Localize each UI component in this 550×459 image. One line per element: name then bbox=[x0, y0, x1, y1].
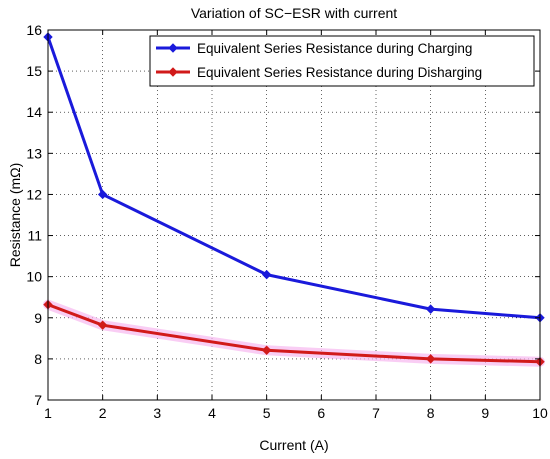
y-tick-label: 12 bbox=[26, 186, 42, 202]
legend-box bbox=[149, 35, 535, 87]
x-tick-label: 2 bbox=[99, 405, 107, 421]
data-point-charging bbox=[425, 304, 436, 314]
x-tick-label: 6 bbox=[317, 405, 325, 421]
x-tick-label: 4 bbox=[208, 405, 216, 421]
y-tick-label: 15 bbox=[26, 63, 42, 79]
data-point-discharging bbox=[261, 345, 272, 355]
x-tick-label: 7 bbox=[372, 405, 380, 421]
y-tick-label: 13 bbox=[26, 145, 42, 161]
y-tick-label: 16 bbox=[26, 22, 42, 38]
x-tick-label: 1 bbox=[44, 405, 52, 421]
data-point-charging bbox=[97, 189, 108, 200]
y-axis-label: Resistance (mΩ) bbox=[7, 163, 23, 268]
y-tick-label: 8 bbox=[34, 351, 42, 367]
data-point-discharging bbox=[97, 320, 108, 330]
legend-label-discharging: Equivalent Series Resistance during Dish… bbox=[197, 65, 482, 80]
series-layer bbox=[43, 32, 545, 367]
y-tick-label: 11 bbox=[27, 228, 42, 244]
y-tick-label: 9 bbox=[34, 310, 42, 326]
chart-title: Variation of SC−ESR with current bbox=[191, 5, 397, 21]
x-axis-label: Current (A) bbox=[259, 437, 328, 453]
data-point-discharging bbox=[425, 354, 436, 364]
x-tick-label: 10 bbox=[532, 405, 548, 421]
legend-label-charging: Equivalent Series Resistance during Char… bbox=[197, 41, 472, 56]
y-tick-label: 7 bbox=[34, 392, 42, 408]
x-tick-label: 8 bbox=[427, 405, 435, 421]
legend: Equivalent Series Resistance during Char… bbox=[149, 35, 535, 87]
x-tick-label: 5 bbox=[263, 405, 271, 421]
legend-marker-charging bbox=[168, 43, 178, 53]
x-tick-label: 3 bbox=[153, 405, 161, 421]
y-tick-label: 14 bbox=[26, 104, 42, 120]
legend-marker-discharging bbox=[168, 67, 178, 77]
data-point-charging bbox=[261, 269, 272, 280]
x-tick-label: 9 bbox=[481, 405, 489, 421]
plot-area bbox=[47, 29, 541, 401]
legend-item-charging: Equivalent Series Resistance during Char… bbox=[156, 41, 472, 56]
y-tick-label: 10 bbox=[26, 269, 42, 285]
legend-item-discharging: Equivalent Series Resistance during Dish… bbox=[156, 65, 482, 80]
